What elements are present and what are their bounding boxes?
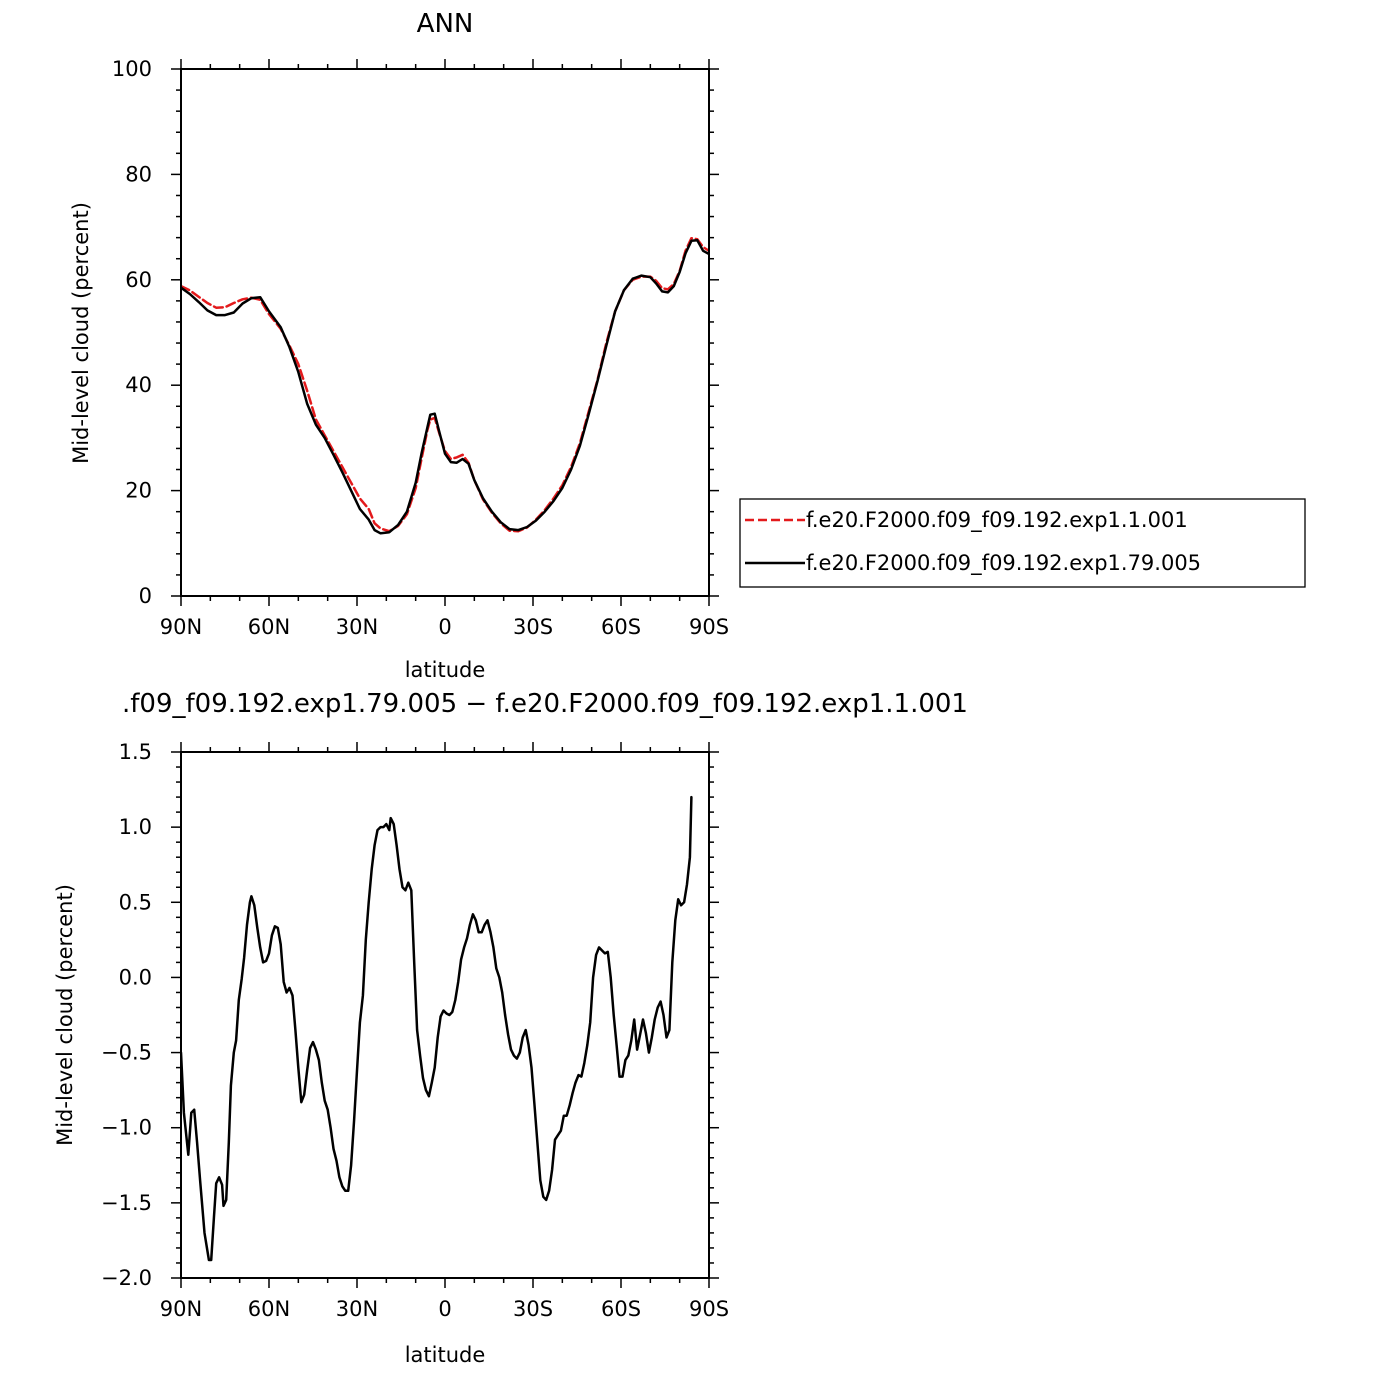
x-axis-title: latitude	[405, 658, 486, 682]
series-group	[181, 795, 693, 1262]
mean-panel: ANN 90N 60N 30N 0 30S 60S 90S 0 20 40 60 80 100 lati…	[69, 9, 1306, 682]
y-tick-label: −0.5	[101, 1041, 152, 1065]
y-tick-label: 60	[125, 268, 152, 292]
plot-area: 90N 60N 30N 0 30S 60S 90S −2.0 −1.5 −1.0 −0.5 0.0 0.…	[101, 740, 729, 1321]
plot-frame	[180, 68, 710, 597]
x-tick-label: 90S	[689, 1297, 729, 1321]
x-tick-label: 30N	[336, 1297, 378, 1321]
y-tick-label: −2.0	[101, 1266, 152, 1290]
x-tick-label: 30S	[513, 615, 553, 639]
x-tick-label: 0	[438, 1297, 451, 1321]
plot-frame	[180, 751, 710, 1279]
x-axis-title: latitude	[405, 1343, 486, 1367]
series-group	[181, 236, 709, 535]
y-tick-label: −1.5	[101, 1191, 152, 1215]
x-tick-label: 30N	[336, 615, 378, 639]
y-tick-label: 0.0	[119, 965, 152, 989]
y-tick-label: 1.5	[119, 740, 152, 764]
y-axis-title: Mid-level cloud (percent)	[69, 202, 93, 464]
y-tick-label: 0	[139, 584, 152, 608]
legend: f.e20.F2000.f09_f09.192.exp1.1.001 f.e20…	[739, 498, 1306, 588]
y-tick-label: −1.0	[101, 1116, 152, 1140]
series-line-1	[181, 236, 709, 533]
chart-title: ANN	[417, 9, 474, 39]
difference-title: .f09_f09.192.exp1.79.005 − f.e20.F2000.f…	[122, 689, 968, 719]
legend-label-series-2: f.e20.F2000.f09_f09.192.exp1.79.005	[806, 551, 1201, 576]
plot-area: 90N 60N 30N 0 30S 60S 90S 0 20 40 60 80 100	[112, 57, 729, 639]
legend-label-series-1: f.e20.F2000.f09_f09.192.exp1.1.001	[806, 508, 1188, 533]
y-tick-label: 100	[112, 57, 152, 81]
x-tick-label: 90N	[160, 1297, 202, 1321]
x-tick-label: 60N	[248, 615, 290, 639]
y-axis-title: Mid-level cloud (percent)	[53, 884, 77, 1146]
x-tick-label: 90N	[160, 615, 202, 639]
y-tick-label: 0.5	[119, 890, 152, 914]
y-tick-label: 20	[125, 479, 152, 503]
x-tick-label: 60S	[601, 615, 641, 639]
y-tick-label: 40	[125, 373, 152, 397]
x-tick-label: 60S	[601, 1297, 641, 1321]
series-line-2	[181, 239, 709, 535]
y-tick-label: 80	[125, 162, 152, 186]
x-tick-label: 30S	[513, 1297, 553, 1321]
series-line-1	[181, 795, 693, 1262]
legend-box	[739, 498, 1306, 588]
x-tick-label: 60N	[248, 1297, 290, 1321]
y-tick-label: 1.0	[119, 815, 152, 839]
x-tick-label: 0	[438, 615, 451, 639]
difference-panel: .f09_f09.192.exp1.79.005 − f.e20.F2000.f…	[53, 689, 968, 1367]
x-tick-label: 90S	[689, 615, 729, 639]
